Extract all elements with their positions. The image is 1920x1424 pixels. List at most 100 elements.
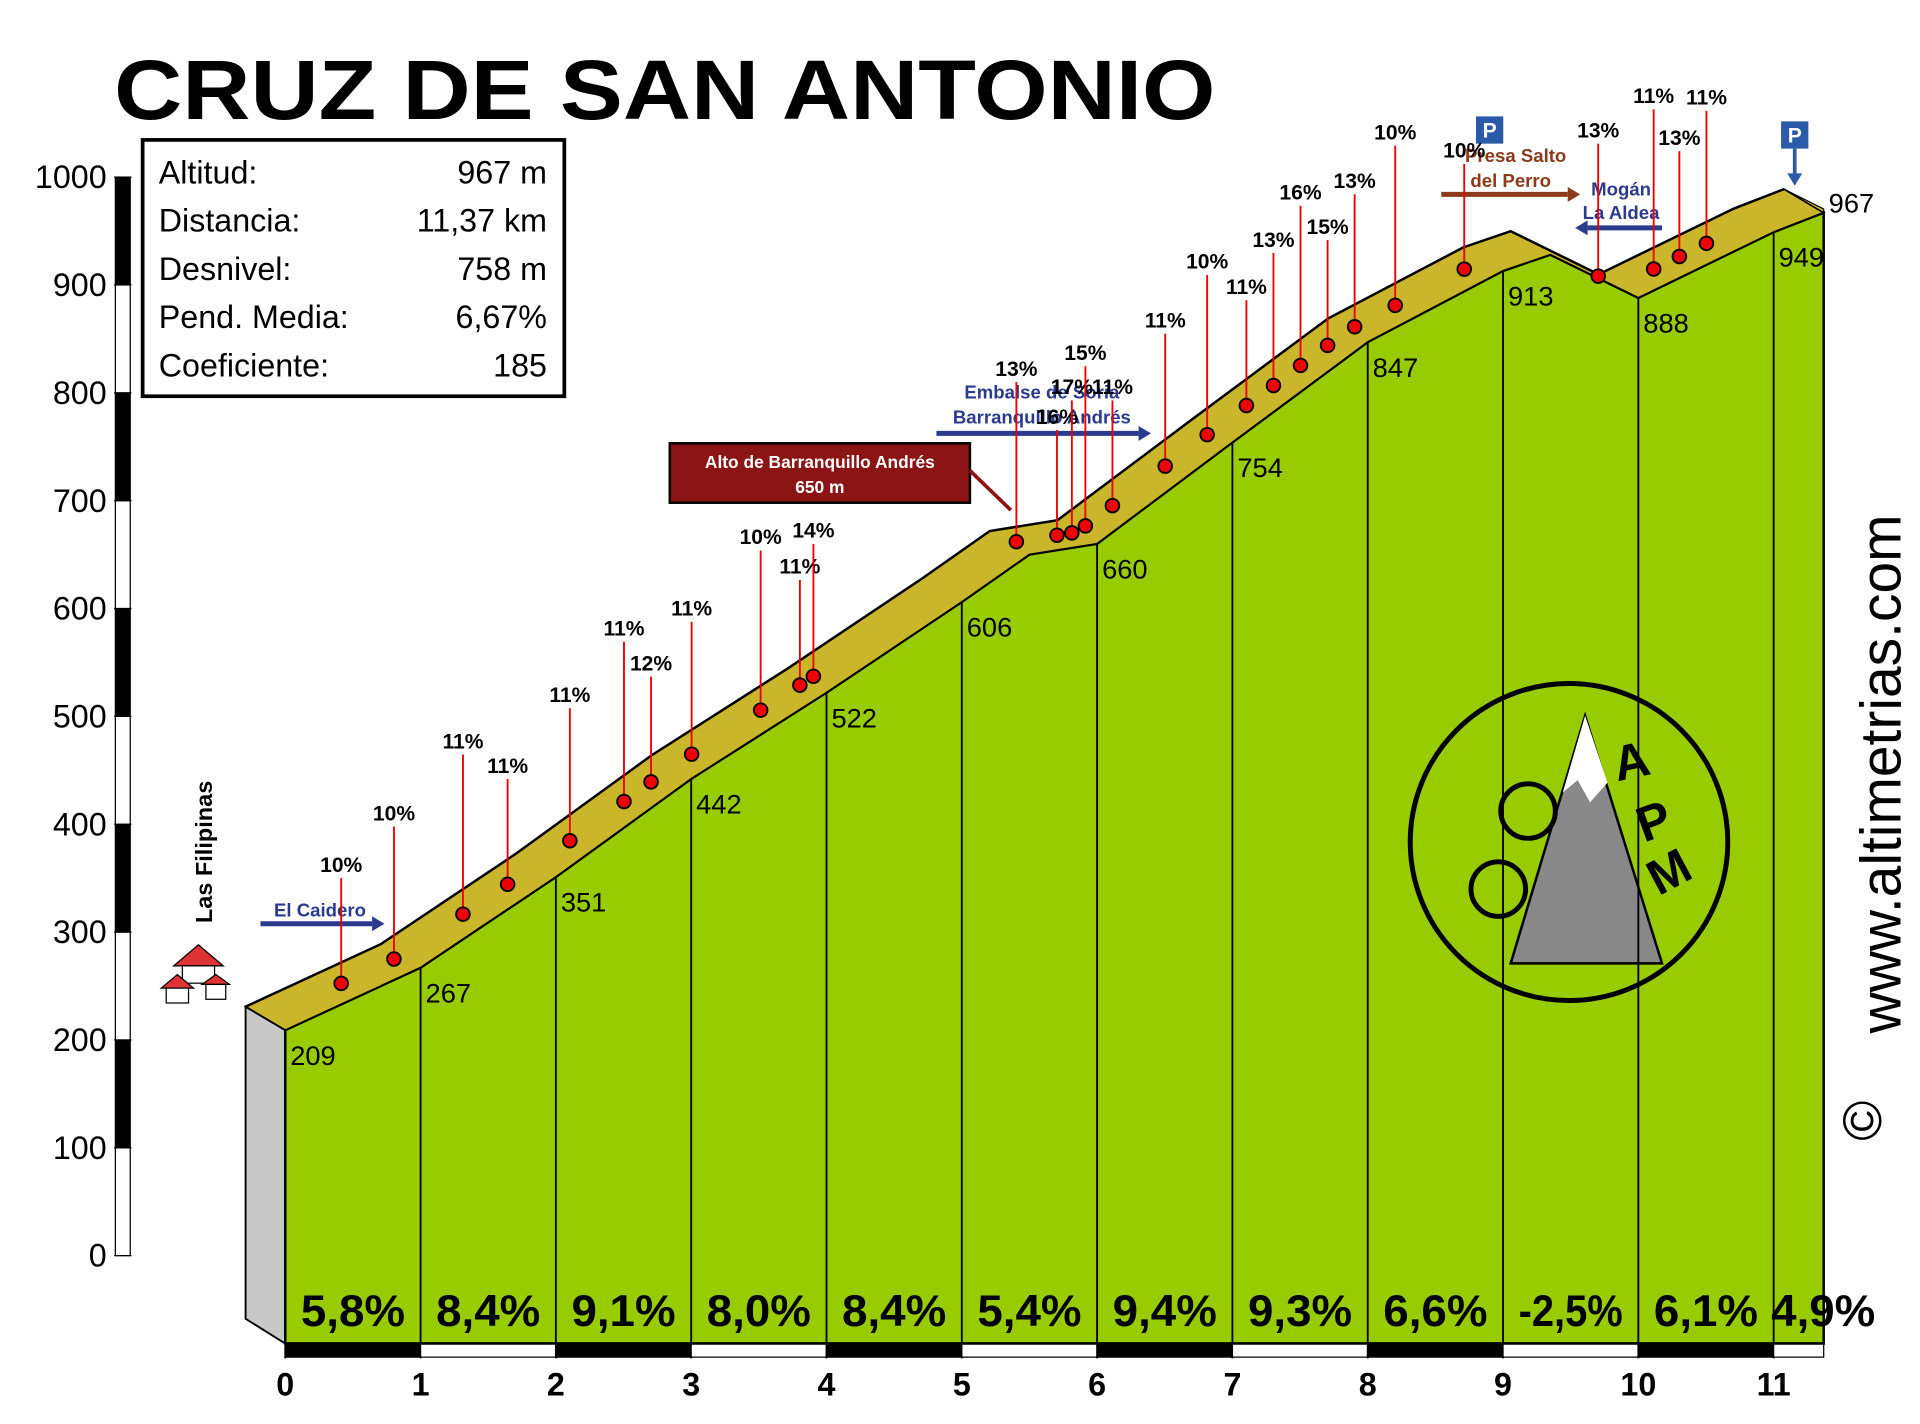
pin-label: 13% xyxy=(1658,127,1700,150)
x-tick-label: 1 xyxy=(412,1367,430,1403)
x-tick-label: 0 xyxy=(276,1367,294,1403)
gradient-label: 5,4% xyxy=(977,1287,1081,1336)
gradient-label: 4,9% xyxy=(1771,1287,1875,1336)
background-layer xyxy=(243,187,1826,1346)
pin xyxy=(1698,235,1715,252)
pin-label: 13% xyxy=(995,358,1037,381)
y-tick-label: 200 xyxy=(53,1022,107,1058)
elevation-label: 754 xyxy=(1237,452,1283,483)
gradient-label: 9,3% xyxy=(1248,1287,1352,1336)
arrow-head xyxy=(372,916,385,932)
place-label: El Caidero xyxy=(274,899,366,920)
pin xyxy=(1590,268,1606,284)
y-tick-label: 300 xyxy=(53,914,107,950)
place-label: Las Filipinas xyxy=(191,781,217,923)
elevation-label: 660 xyxy=(1102,553,1148,584)
pin-label: 12% xyxy=(630,652,672,675)
pin-label: 13% xyxy=(1334,170,1376,193)
km-band xyxy=(1231,1342,1369,1358)
pin xyxy=(643,774,659,790)
pin xyxy=(455,906,471,922)
pin-label: 11% xyxy=(1686,87,1727,110)
place-label: La Aldea xyxy=(1583,202,1660,223)
y-axis-band xyxy=(114,1039,131,1149)
pin xyxy=(333,975,349,992)
y-tick-label: 800 xyxy=(53,375,107,411)
pin xyxy=(1456,261,1472,277)
y-tick-label: 1000 xyxy=(35,159,107,195)
pin-label: 11% xyxy=(1633,85,1674,108)
parking-label: P xyxy=(1483,119,1497,142)
place-label: del Perro xyxy=(1470,170,1551,191)
elevation-label: 847 xyxy=(1373,352,1419,383)
pin xyxy=(1104,497,1121,514)
pin xyxy=(752,702,769,718)
copyright: © xyxy=(1832,1101,1893,1141)
km-band xyxy=(1773,1342,1825,1358)
elevation-label: 888 xyxy=(1643,308,1689,339)
website: www.altimetrias.com xyxy=(1849,514,1913,1034)
pin xyxy=(1319,337,1336,354)
pin xyxy=(1049,527,1065,543)
pin-label: 11% xyxy=(1092,376,1133,399)
pin-label: 11% xyxy=(671,598,712,621)
arrow-head xyxy=(1567,186,1581,202)
info-value: 967 m xyxy=(457,154,547,190)
info-label: Distancia: xyxy=(159,203,301,239)
elevation-label: 209 xyxy=(290,1040,336,1071)
pin xyxy=(805,668,822,685)
y-axis-band xyxy=(114,607,131,717)
x-tick-label: 9 xyxy=(1494,1367,1512,1403)
info-value: 6,67% xyxy=(456,299,547,335)
side-face xyxy=(244,1005,287,1346)
info-label: Desnivel: xyxy=(159,251,292,287)
km-band xyxy=(1502,1342,1639,1358)
gradient-label: -2,5% xyxy=(1519,1287,1623,1336)
gradient-label: 9,1% xyxy=(571,1287,675,1336)
km-band xyxy=(1637,1342,1775,1358)
parking-label: P xyxy=(1788,124,1802,147)
elevation-label: 522 xyxy=(831,702,877,733)
pin-label: 11% xyxy=(1226,276,1267,299)
info-label: Pend. Media: xyxy=(159,299,349,335)
pin-label: 11% xyxy=(1145,309,1186,332)
elevation-label: 606 xyxy=(967,612,1013,643)
y-tick-label: 500 xyxy=(53,699,107,735)
y-axis-band xyxy=(114,1147,131,1257)
pin-label: 10% xyxy=(1186,251,1228,274)
y-axis-band xyxy=(114,176,131,286)
x-tick-label: 11 xyxy=(1757,1367,1791,1403)
elevation-label: 967 xyxy=(1829,188,1875,219)
pin xyxy=(1157,458,1173,474)
pin-label: 10% xyxy=(740,526,782,549)
pin xyxy=(792,677,808,693)
pin-label: 10% xyxy=(1374,121,1416,144)
x-tick-label: 2 xyxy=(547,1367,565,1403)
pin xyxy=(1199,426,1215,443)
km-band xyxy=(961,1342,1098,1358)
gradient-label: 8,0% xyxy=(707,1287,811,1336)
y-tick-label: 700 xyxy=(53,483,107,519)
pin xyxy=(1238,397,1255,414)
pin xyxy=(1265,377,1282,394)
arrow-head xyxy=(1575,220,1588,236)
logo-wheel xyxy=(1468,859,1529,919)
logo: A P M xyxy=(1407,681,1731,1003)
pin-label: 11% xyxy=(487,755,528,778)
pin xyxy=(562,832,578,849)
arrow-head xyxy=(1138,425,1152,441)
pin-label: 13% xyxy=(1252,229,1294,252)
km-band xyxy=(1096,1342,1234,1358)
logo-snow xyxy=(1562,715,1608,803)
pin-label: 14% xyxy=(792,520,834,543)
place-label: Barranquillo Andrés xyxy=(953,406,1131,427)
pin xyxy=(1645,261,1662,277)
houses-icon xyxy=(159,943,232,1004)
logo-mountain xyxy=(1509,711,1664,965)
km-band xyxy=(555,1342,692,1358)
summit-label: 650 m xyxy=(795,477,844,497)
elevation-label: 949 xyxy=(1779,242,1825,273)
gradient-label: 8,4% xyxy=(842,1287,946,1336)
pin xyxy=(1292,357,1309,374)
x-tick-label: 8 xyxy=(1359,1367,1377,1403)
